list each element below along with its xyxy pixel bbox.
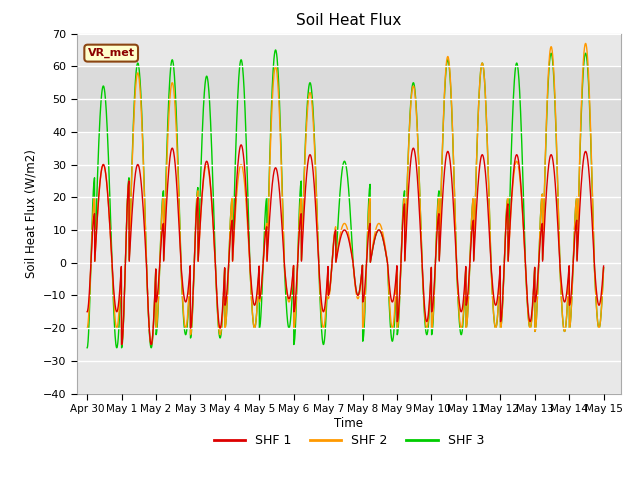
Title: Soil Heat Flux: Soil Heat Flux <box>296 13 401 28</box>
Legend: SHF 1, SHF 2, SHF 3: SHF 1, SHF 2, SHF 3 <box>209 429 489 452</box>
Bar <box>77 66 621 132</box>
X-axis label: Time: Time <box>334 417 364 430</box>
Y-axis label: Soil Heat Flux (W/m2): Soil Heat Flux (W/m2) <box>24 149 37 278</box>
Text: VR_met: VR_met <box>88 48 134 58</box>
